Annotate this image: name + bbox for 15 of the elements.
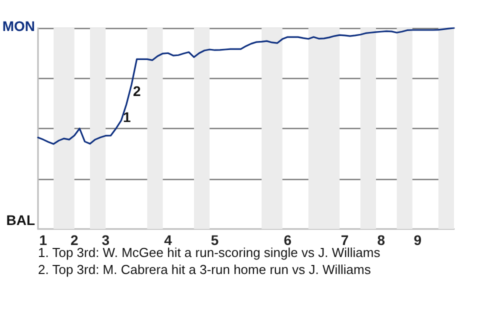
- x-tick-label: 6: [284, 232, 292, 248]
- x-tick-label: 3: [102, 232, 110, 248]
- text: 2. Top 3rd: M. Cabrera hit a 3-run home run vs J. Williams: [38, 262, 372, 277]
- x-tick-label: 5: [210, 232, 219, 248]
- annotation: 2: [133, 83, 141, 99]
- x-tick-label: 2: [70, 232, 78, 248]
- x-tick-label: 4: [164, 232, 172, 248]
- x-tick-label: 1: [39, 232, 48, 248]
- text: BAL: [6, 212, 36, 228]
- x-tick-label: 7: [340, 232, 349, 248]
- annotation: 1: [123, 109, 131, 125]
- x-tick-label: 9: [414, 232, 422, 248]
- text: MON: [2, 18, 35, 34]
- x-tick-label: 8: [377, 232, 386, 248]
- text: 1. Top 3rd: W. McGee hit a run-scoring single vs J. Williams: [38, 245, 381, 260]
